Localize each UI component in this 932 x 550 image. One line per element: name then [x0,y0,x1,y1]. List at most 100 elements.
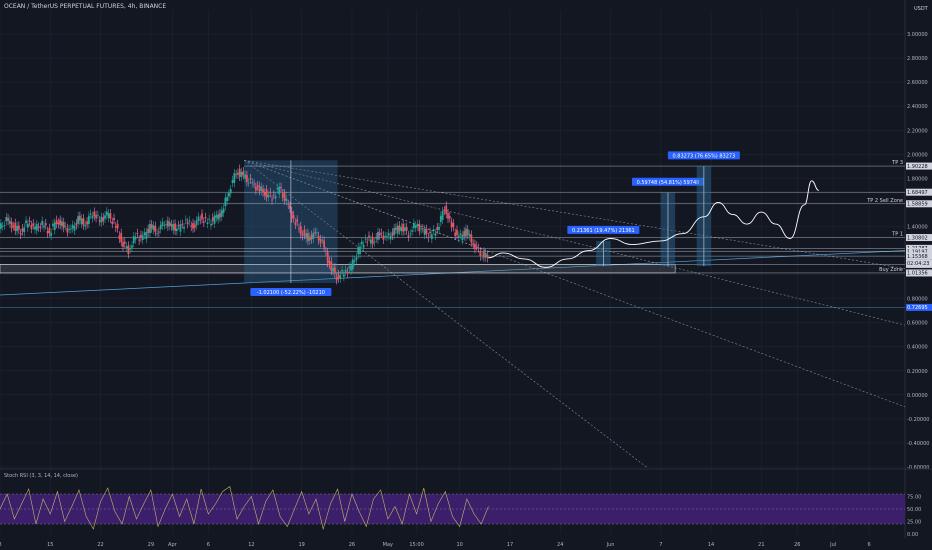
candle-body [249,178,252,180]
candle-body [84,224,87,227]
candle-body [201,213,203,220]
candle-body [271,199,273,201]
osc-tick-label: 75.00 [907,495,921,501]
osc-tick-label: 50.00 [907,507,921,513]
price-level-name: TP 2 Sell Zone [866,198,903,204]
candle-body [452,223,455,228]
candle-body [287,203,290,205]
candle-body [87,215,90,225]
candle-body [233,173,236,183]
measure-label-box [667,151,740,160]
candle-body [290,211,293,219]
candle-body [350,265,352,271]
price-level-tag [906,234,932,242]
candle-body [89,213,92,215]
dotted-trendline [244,160,647,468]
candle-body [280,186,282,189]
candle-body [46,231,49,234]
price-level-tag [906,269,932,277]
candle-body [17,225,20,230]
candle-body [434,233,437,236]
date-tick-label: 8 [0,542,2,548]
candle-body [260,186,263,192]
candle-body [393,228,396,236]
countdown-tag [906,259,932,267]
candle-body [375,237,378,239]
candle-body [386,236,388,237]
candle-body [441,211,444,220]
candle-body [429,231,431,234]
date-tick-label: 6 [207,542,210,548]
candle-body [28,220,31,222]
candle-body [256,185,259,187]
candle-body [407,235,410,238]
candle-body [294,222,297,225]
candle-body [147,228,150,233]
candle-body [484,253,487,258]
price-tick-label: 0.80000 [907,297,928,303]
candle-body [238,168,241,177]
candle-body [360,241,363,245]
candle-body [95,215,97,219]
date-tick-label: 26 [349,542,355,548]
date-tick-label: 12 [248,542,254,548]
candle-body [16,225,18,232]
candle-body [44,223,47,226]
candle-body [229,189,232,194]
candle-body [204,216,207,219]
candle-body [217,214,220,220]
candle-body [226,197,229,202]
candle-body [400,227,403,232]
candle-body [235,174,238,175]
candle-body [443,210,446,212]
candle-body [382,235,385,240]
candle-body [371,236,374,245]
candle-body [456,229,458,236]
candle-body [123,241,126,244]
price-tick-label: -0.40000 [907,441,929,447]
date-tick-label: 14 [708,542,714,548]
date-tick-label: 10 [456,542,462,548]
candle-body [237,172,239,175]
price-tick-label: 2.20000 [907,128,928,134]
candle-body [423,229,426,235]
candle-body [245,174,248,183]
candle-body [398,225,401,231]
candle-body [366,241,369,243]
candle-body [0,223,2,229]
candle-body [481,255,484,257]
measure-label: 0.83273 (76.65%) 83273 [673,153,736,159]
candle-body [474,243,476,250]
candle-body [312,232,315,239]
price-level-tag [906,303,932,311]
candle-body [405,227,408,231]
candle-body [251,182,254,184]
price-level-value: 1.01356 [907,271,928,277]
price-level-value: 1.30802 [907,235,928,241]
price-level-name: TP 3 [891,160,903,166]
candle-body [53,222,56,231]
candle-body [202,221,205,223]
price-tick-label: -0.60000 [907,465,929,471]
candle-body [50,232,53,236]
candle-body [387,233,390,236]
candle-body [281,193,284,198]
candle-body [100,216,103,223]
candle-body [113,217,115,221]
candle-body [420,228,422,230]
candle-body [172,224,175,231]
candle-body [253,183,255,185]
candle-body [52,223,54,226]
candle-body [416,223,419,227]
candle-body [19,233,22,235]
candle-body [7,218,9,221]
price-level-value: 1.58859 [907,202,928,208]
candle-body [472,243,475,245]
candle-body [448,216,451,219]
candle-body [116,223,119,229]
price-tick-label: 0.60000 [907,321,928,327]
candle-body [215,214,218,218]
date-tick-label: 15:00 [409,542,423,548]
oscillator-title: Stoch RSI (3, 3, 14, 14, close) [4,473,78,479]
